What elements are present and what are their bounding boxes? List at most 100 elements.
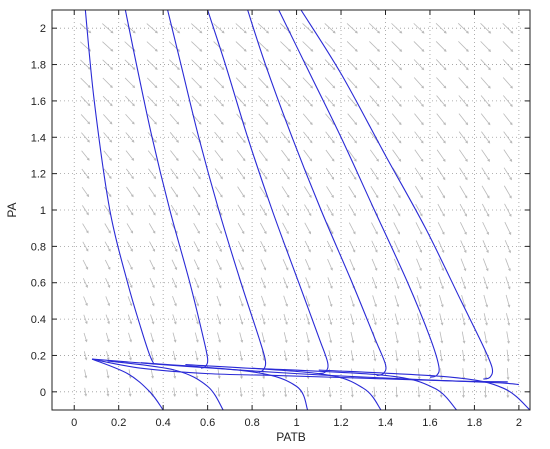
vector-arrow (436, 95, 447, 107)
vector-arrow (481, 167, 490, 181)
vector-arrow (347, 113, 358, 126)
vector-arrow (102, 41, 114, 52)
vector-arrow (458, 113, 469, 126)
vector-arrow (81, 150, 90, 161)
vector-arrow (506, 331, 510, 344)
trajectory-line (91, 358, 164, 410)
vector-arrow (346, 41, 358, 52)
vector-arrow (417, 349, 421, 362)
vector-arrow (172, 314, 177, 325)
x-tick-label: 1 (293, 417, 299, 429)
vector-arrow (417, 313, 422, 326)
vector-arrow (414, 185, 423, 199)
vector-arrow (150, 350, 155, 361)
vector-arrow (235, 77, 247, 89)
vector-arrow (169, 77, 180, 89)
vector-arrow (327, 277, 333, 289)
vector-arrow (393, 222, 400, 235)
vector-arrow (83, 314, 88, 325)
vector-arrow (283, 313, 288, 325)
vector-arrow (457, 23, 469, 34)
vector-arrow (347, 131, 357, 144)
vector-arrow (125, 114, 135, 125)
vector-arrow (438, 276, 444, 290)
trajectory-line (278, 10, 440, 378)
x-tick-label: 1.8 (467, 417, 482, 429)
vector-arrow (80, 77, 91, 88)
vector-arrow (126, 223, 134, 234)
vector-arrow (326, 204, 334, 217)
vector-arrow (415, 222, 423, 235)
vector-arrow (326, 240, 334, 253)
x-tick-label: 0.2 (111, 417, 126, 429)
vector-arrow (125, 168, 134, 180)
vector-arrow (413, 41, 425, 52)
vector-arrow (260, 277, 266, 289)
vector-arrow (324, 23, 336, 34)
vector-arrow (416, 276, 422, 290)
vector-arrow (350, 350, 355, 362)
vector-arrow (304, 259, 311, 271)
vector-arrow (391, 77, 402, 89)
x-tick-label: 1.6 (422, 417, 437, 429)
y-tick-label: 1.8 (31, 60, 46, 72)
vector-arrow (414, 113, 424, 126)
vector-arrow (126, 241, 133, 252)
vector-arrow (146, 77, 158, 89)
vector-arrow (284, 350, 288, 362)
vector-arrow (192, 150, 201, 162)
vector-arrow (391, 23, 403, 34)
trajectory-line (247, 10, 387, 376)
vector-arrow (217, 387, 221, 398)
vector-arrow (371, 240, 378, 253)
vector-arrow (128, 332, 132, 343)
vector-arrow (350, 386, 354, 398)
vector-arrow (373, 386, 376, 398)
vector-arrow (325, 149, 335, 162)
vector-arrow (126, 204, 134, 216)
vector-arrow (215, 222, 223, 234)
vector-arrow (148, 168, 157, 180)
trajectory-line (91, 358, 508, 383)
vector-arrow (392, 149, 402, 162)
vector-arrow (194, 295, 200, 307)
vector-arrow (257, 41, 269, 52)
vector-arrow (147, 150, 157, 161)
vector-arrow (458, 131, 468, 144)
vector-arrow (462, 349, 466, 362)
vector-arrow (369, 59, 380, 71)
vector-arrow (235, 41, 247, 52)
vector-arrow (214, 168, 223, 180)
trajectory-line (185, 363, 382, 410)
vector-arrow (193, 222, 200, 234)
vector-arrow (103, 168, 112, 180)
vector-arrow (348, 167, 357, 180)
vector-arrow (480, 77, 491, 89)
vector-arrow (235, 95, 247, 107)
vector-arrow (213, 41, 225, 52)
trajectory-lines (84, 10, 530, 410)
vector-arrow (439, 386, 443, 398)
y-tick-label: 1.2 (31, 169, 46, 181)
vector-arrow (504, 240, 511, 254)
vector-arrow (436, 113, 446, 126)
vector-arrow (239, 387, 243, 398)
vector-arrow (459, 185, 468, 199)
vector-arrow (413, 95, 424, 107)
vector-arrow (438, 258, 445, 272)
trajectory-line (300, 10, 494, 380)
vector-arrow (502, 23, 514, 34)
vector-arrow (481, 203, 490, 217)
vector-arrow (459, 203, 467, 217)
vector-arrow (458, 41, 469, 52)
vector-arrow (213, 95, 224, 107)
vector-arrow (258, 149, 268, 162)
vector-arrow (324, 59, 336, 71)
vector-arrow (104, 223, 111, 234)
vector-arrow (79, 23, 92, 34)
vector-arrow (391, 113, 402, 126)
vector-arrow (303, 149, 313, 162)
vector-arrow (416, 258, 422, 272)
trajectory-line (207, 10, 329, 375)
vector-arrow (482, 221, 489, 236)
